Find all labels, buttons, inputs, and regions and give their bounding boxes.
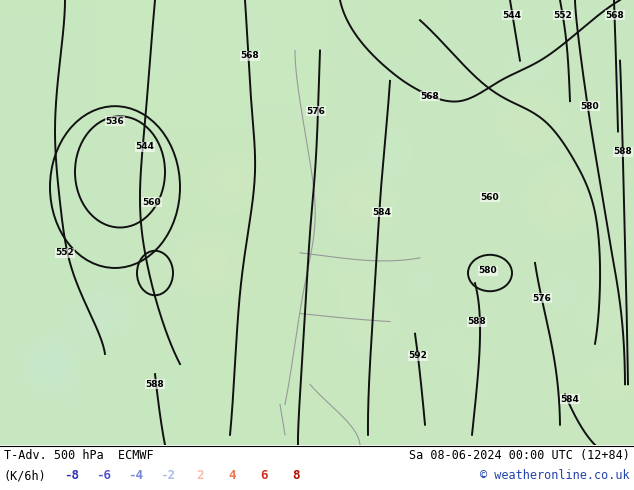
Text: 560: 560 [481,193,500,202]
Text: T-Adv. 500 hPa  ECMWF: T-Adv. 500 hPa ECMWF [4,449,153,463]
Text: 580: 580 [479,267,497,275]
Text: 6: 6 [260,469,268,483]
Text: 568: 568 [605,11,624,20]
Text: 560: 560 [143,198,161,207]
Text: 4: 4 [228,469,236,483]
Text: 552: 552 [553,11,573,20]
Text: 576: 576 [307,107,325,116]
Text: 568: 568 [241,51,259,60]
Text: 8: 8 [292,469,300,483]
Text: 568: 568 [420,92,439,100]
Text: 576: 576 [533,294,552,303]
Text: 2: 2 [197,469,204,483]
Text: -8: -8 [65,469,79,483]
Text: -6: -6 [96,469,112,483]
Text: 588: 588 [468,317,486,326]
Text: 588: 588 [614,147,632,156]
Text: Sa 08-06-2024 00:00 UTC (12+84): Sa 08-06-2024 00:00 UTC (12+84) [409,449,630,463]
Text: -2: -2 [160,469,176,483]
Text: 584: 584 [560,395,579,404]
Text: © weatheronline.co.uk: © weatheronline.co.uk [481,469,630,483]
Text: 544: 544 [503,11,522,20]
Text: 584: 584 [373,208,391,217]
Text: 588: 588 [146,380,164,389]
Text: 580: 580 [581,101,599,111]
Text: 544: 544 [136,142,155,151]
Text: 536: 536 [106,117,124,126]
Text: 552: 552 [56,248,74,257]
Text: -4: -4 [129,469,143,483]
Text: 592: 592 [408,351,427,361]
Text: (K/6h): (K/6h) [4,469,47,483]
